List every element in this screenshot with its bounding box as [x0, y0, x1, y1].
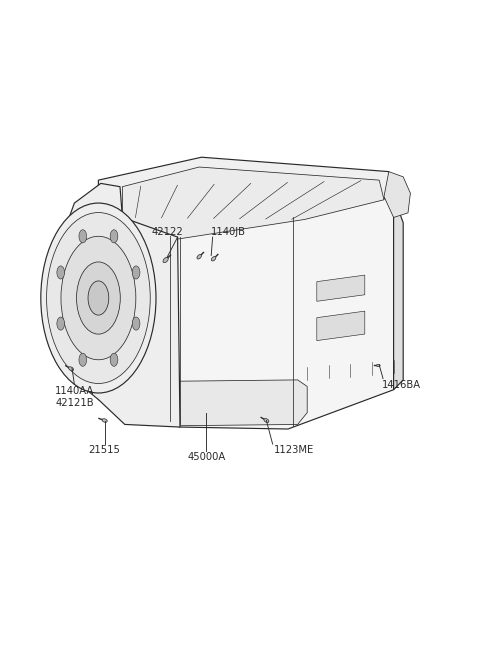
- Ellipse shape: [264, 419, 269, 422]
- Ellipse shape: [79, 230, 86, 243]
- Polygon shape: [122, 167, 384, 239]
- Ellipse shape: [110, 353, 118, 366]
- Text: 1416BA: 1416BA: [382, 380, 421, 390]
- Text: 42122: 42122: [152, 227, 183, 237]
- Ellipse shape: [41, 203, 156, 393]
- Polygon shape: [98, 196, 394, 429]
- Ellipse shape: [57, 317, 64, 330]
- Ellipse shape: [69, 367, 73, 371]
- Ellipse shape: [88, 281, 109, 315]
- Text: 21515: 21515: [89, 445, 120, 455]
- Text: 1123ME: 1123ME: [274, 445, 314, 455]
- Ellipse shape: [376, 364, 380, 367]
- Polygon shape: [98, 157, 394, 236]
- Polygon shape: [74, 149, 403, 439]
- Ellipse shape: [76, 262, 120, 334]
- Text: 1140AA: 1140AA: [55, 386, 95, 396]
- Ellipse shape: [102, 419, 107, 422]
- Text: 42121B: 42121B: [55, 398, 94, 408]
- Polygon shape: [384, 172, 410, 217]
- Ellipse shape: [57, 266, 64, 279]
- Ellipse shape: [163, 257, 168, 263]
- Ellipse shape: [79, 353, 86, 366]
- Ellipse shape: [110, 230, 118, 243]
- Ellipse shape: [47, 212, 150, 384]
- Text: 45000A: 45000A: [187, 452, 226, 462]
- Ellipse shape: [197, 255, 202, 259]
- Polygon shape: [317, 311, 365, 341]
- Ellipse shape: [211, 257, 216, 261]
- Ellipse shape: [132, 317, 140, 330]
- Polygon shape: [394, 196, 403, 390]
- Polygon shape: [62, 183, 180, 427]
- Ellipse shape: [132, 266, 140, 279]
- Polygon shape: [170, 380, 307, 426]
- Polygon shape: [317, 275, 365, 301]
- Text: 1140JB: 1140JB: [211, 227, 246, 237]
- Ellipse shape: [61, 236, 136, 360]
